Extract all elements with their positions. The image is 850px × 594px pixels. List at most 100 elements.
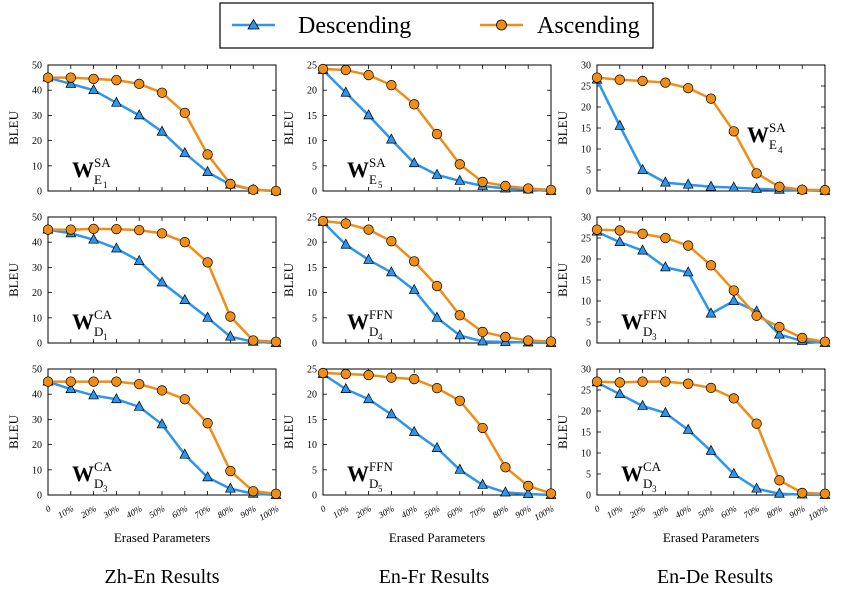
series-descending [317, 215, 557, 347]
y-tick-label: 10 [32, 465, 42, 476]
panel-label-main: W [72, 309, 94, 334]
data-point-circle [363, 369, 374, 381]
y-tick-label: 25 [307, 213, 317, 224]
data-point-triangle [682, 423, 694, 434]
data-point-circle [454, 395, 465, 406]
y-tick-label: 15 [307, 415, 317, 426]
panel-label-superscript: CA [643, 459, 662, 474]
y-tick-label: 20 [307, 238, 317, 249]
data-point-circle [431, 128, 443, 140]
data-point-circle [705, 93, 717, 104]
y-tick-label: 5 [312, 465, 317, 476]
data-point-circle [42, 376, 54, 387]
x-tick-label: 0 [44, 503, 53, 514]
data-point-triangle [386, 133, 397, 144]
data-point-circle [431, 383, 443, 394]
data-point-triangle [454, 463, 466, 474]
panel-label-main: W [72, 461, 94, 486]
y-tick-label: 0 [586, 187, 591, 198]
data-point-circle [728, 126, 739, 137]
y-tick-label: 10 [32, 313, 42, 324]
x-axis-label: Erased Parameters [114, 530, 210, 545]
data-point-circle [797, 184, 808, 195]
data-point-triangle [637, 399, 648, 410]
data-point-circle [500, 462, 511, 473]
data-point-circle [386, 236, 397, 247]
data-point-triangle [65, 382, 77, 394]
x-tick-label: 90% [787, 503, 806, 520]
x-tick-label: 70% [468, 503, 487, 520]
data-point-circle [409, 373, 420, 385]
data-point-circle [340, 64, 351, 76]
data-point-triangle [454, 174, 466, 185]
panel-label-subscript: D [369, 324, 378, 339]
data-point-triangle [774, 487, 785, 498]
series-ascending [317, 63, 557, 196]
data-point-circle [179, 394, 190, 405]
x-tick-label: 100% [806, 503, 829, 522]
data-point-circle [477, 422, 488, 434]
series-ascending [42, 223, 282, 347]
data-point-triangle [705, 180, 717, 191]
data-point-circle [42, 224, 54, 235]
y-tick-label: 0 [37, 187, 42, 198]
panel-label-main: W [347, 157, 369, 182]
data-point-circle [363, 69, 374, 81]
data-point-circle [363, 224, 374, 235]
series-descending [42, 375, 282, 499]
y-tick-label: 15 [581, 276, 591, 287]
data-point-triangle [386, 408, 397, 419]
data-point-triangle [682, 266, 694, 277]
data-point-triangle [477, 335, 488, 346]
data-point-triangle [431, 168, 443, 179]
data-point-triangle [728, 294, 740, 305]
data-point-circle [156, 228, 168, 239]
data-point-circle [111, 223, 122, 235]
y-tick-label: 20 [581, 103, 591, 114]
panel-label-subscript: D [643, 324, 652, 339]
series-ascending [591, 224, 831, 347]
y-tick-label: 10 [581, 297, 591, 308]
y-tick-label: 25 [581, 234, 591, 245]
data-point-circle [683, 378, 694, 389]
data-point-circle [88, 73, 99, 85]
data-point-triangle [363, 253, 374, 264]
y-tick-label: 10 [307, 440, 317, 451]
panel-3: 0 5 10 15 20 25 30 BLEU W SA E 4 [555, 61, 831, 198]
y-tick-label: 5 [586, 318, 591, 329]
data-point-triangle [202, 471, 213, 482]
y-tick-label: 50 [32, 61, 42, 72]
data-point-circle [111, 376, 122, 387]
data-point-circle [751, 310, 762, 321]
panel-label-subscript-index: 3 [652, 484, 657, 494]
x-tick-label: 90% [238, 503, 257, 520]
panel-math-label: W CA D 3 [621, 459, 662, 494]
data-point-circle [386, 372, 397, 383]
data-point-triangle [408, 157, 420, 168]
data-point-triangle [156, 125, 168, 136]
panel-label-subscript-index: 1 [103, 180, 108, 190]
data-point-circle [409, 256, 420, 267]
y-tick-label: 10 [307, 288, 317, 299]
data-point-circle [225, 311, 236, 322]
data-point-circle [202, 418, 213, 429]
panel-math-label: W FFN D 5 [347, 459, 393, 494]
y-tick-label: 30 [32, 415, 42, 426]
data-point-triangle [225, 330, 236, 341]
data-point-triangle [386, 266, 397, 277]
data-point-circle [202, 149, 213, 160]
data-point-circle [660, 232, 671, 244]
data-point-circle [637, 228, 648, 239]
data-point-circle [88, 223, 99, 234]
y-tick-label: 5 [586, 470, 591, 481]
data-point-circle [591, 224, 603, 235]
data-point-triangle [614, 387, 626, 399]
data-point-triangle [774, 328, 785, 339]
data-point-triangle [705, 307, 717, 318]
data-point-triangle [431, 441, 443, 452]
data-point-circle [340, 368, 351, 380]
y-axis-label: BLEU [281, 262, 296, 297]
